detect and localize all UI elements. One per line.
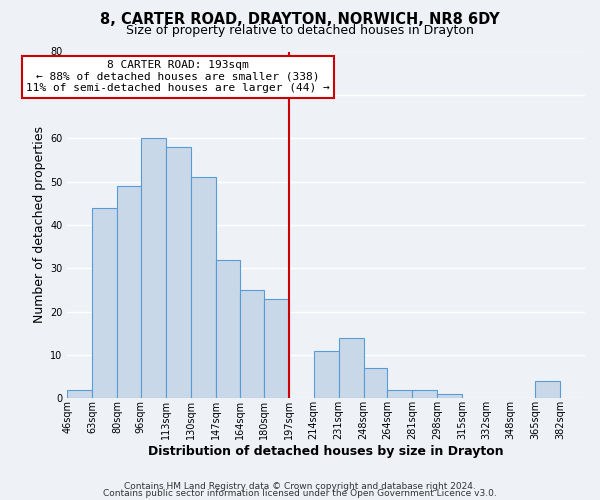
Bar [387,390,412,398]
Text: Contains HM Land Registry data © Crown copyright and database right 2024.: Contains HM Land Registry data © Crown c… [124,482,476,491]
Bar [314,350,338,399]
Bar [141,138,166,398]
Bar [364,368,387,398]
X-axis label: Distribution of detached houses by size in Drayton: Distribution of detached houses by size … [148,444,504,458]
Bar [535,381,560,398]
Y-axis label: Number of detached properties: Number of detached properties [33,126,46,324]
Bar [117,186,141,398]
Bar [241,290,264,399]
Bar [437,394,462,398]
Text: Contains public sector information licensed under the Open Government Licence v3: Contains public sector information licen… [103,489,497,498]
Bar [215,260,241,398]
Bar [412,390,437,398]
Bar [191,177,215,398]
Text: Size of property relative to detached houses in Drayton: Size of property relative to detached ho… [126,24,474,37]
Bar [92,208,117,398]
Bar [264,298,289,398]
Bar [338,338,364,398]
Bar [166,147,191,399]
Text: 8, CARTER ROAD, DRAYTON, NORWICH, NR8 6DY: 8, CARTER ROAD, DRAYTON, NORWICH, NR8 6D… [100,12,500,28]
Text: 8 CARTER ROAD: 193sqm
← 88% of detached houses are smaller (338)
11% of semi-det: 8 CARTER ROAD: 193sqm ← 88% of detached … [26,60,330,94]
Bar [67,390,92,398]
